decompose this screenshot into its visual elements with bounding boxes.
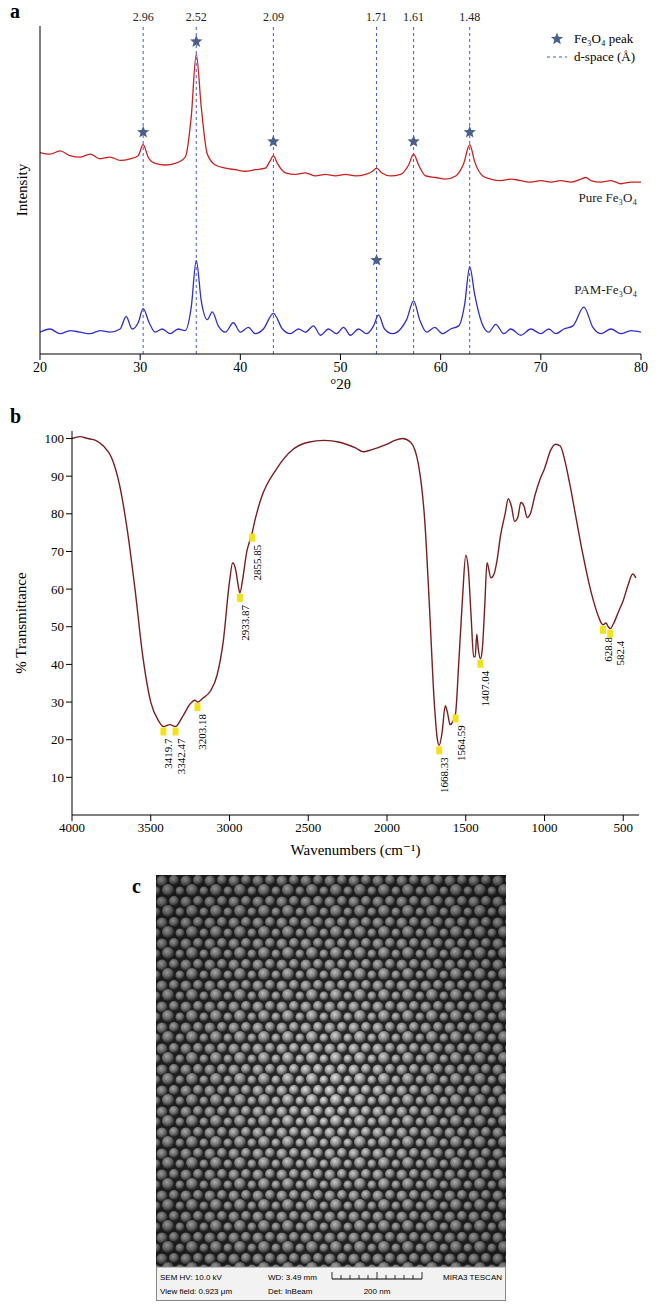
html-text:c: c <box>132 875 141 897</box>
svg-text:80: 80 <box>51 506 64 521</box>
html-text:Fe₃O₄ peak: Fe₃O₄ peak <box>574 31 634 46</box>
svg-text:4000: 4000 <box>59 820 85 835</box>
svg-text:200 nm: 200 nm <box>364 1287 391 1296</box>
html-text:Pure Fe₃O₄: Pure Fe₃O₄ <box>578 190 637 206</box>
svg-text:50: 50 <box>51 619 64 634</box>
svg-text:100: 100 <box>45 431 65 446</box>
html-text:°2θ: °2θ <box>330 376 351 392</box>
svg-text:628.8: 628.8 <box>602 636 614 661</box>
svg-text:40: 40 <box>233 360 247 375</box>
svg-text:30: 30 <box>51 695 64 710</box>
svg-text:MIRA3 TESCAN: MIRA3 TESCAN <box>443 1273 502 1282</box>
svg-text:2.96: 2.96 <box>133 10 154 24</box>
svg-text:500: 500 <box>614 820 634 835</box>
svg-text:1668.33: 1668.33 <box>438 757 450 793</box>
html-text:a: a <box>10 0 20 22</box>
svg-text:70: 70 <box>534 360 548 375</box>
svg-text:60: 60 <box>434 360 448 375</box>
svg-text:1500: 1500 <box>453 820 479 835</box>
svg-text:3419.7: 3419.7 <box>162 738 174 769</box>
svg-text:20: 20 <box>33 360 47 375</box>
svg-text:2933.87: 2933.87 <box>239 604 251 640</box>
svg-text:20: 20 <box>51 732 64 747</box>
html-text:d-space (Å): d-space (Å) <box>574 49 635 64</box>
svg-text:1000: 1000 <box>532 820 558 835</box>
svg-text:WD: 3.49 mm: WD: 3.49 mm <box>268 1273 317 1282</box>
svg-text:1.71: 1.71 <box>366 10 387 24</box>
html-text:Intensity: Intensity <box>13 163 30 217</box>
svg-text:2.09: 2.09 <box>263 10 284 24</box>
svg-text:70: 70 <box>51 544 64 559</box>
html-text:PAM-Fe₃O₄: PAM-Fe₃O₄ <box>574 282 637 298</box>
svg-text:3342.47: 3342.47 <box>175 738 187 774</box>
svg-text:60: 60 <box>51 582 64 597</box>
svg-text:View field: 0.923 μm: View field: 0.923 μm <box>160 1287 232 1296</box>
svg-text:3500: 3500 <box>138 820 164 835</box>
svg-text:80: 80 <box>634 360 648 375</box>
svg-text:1564.59: 1564.59 <box>455 725 467 761</box>
svg-text:582.4: 582.4 <box>614 640 626 665</box>
svg-text:50: 50 <box>334 360 348 375</box>
svg-text:SEM HV: 10.0 kV: SEM HV: 10.0 kV <box>160 1273 223 1282</box>
svg-text:2.52: 2.52 <box>186 10 207 24</box>
svg-text:40: 40 <box>51 657 64 672</box>
svg-text:1.61: 1.61 <box>403 10 424 24</box>
svg-text:3203.18: 3203.18 <box>196 714 208 750</box>
svg-text:Det: InBeam: Det: InBeam <box>268 1287 313 1296</box>
html-text:% Transmittance: % Transmittance <box>12 572 29 674</box>
svg-text:3000: 3000 <box>217 820 243 835</box>
html-text:Wavenumbers (cm⁻¹): Wavenumbers (cm⁻¹) <box>290 842 421 858</box>
svg-text:1407.04: 1407.04 <box>479 670 491 706</box>
svg-text:2500: 2500 <box>295 820 321 835</box>
svg-text:30: 30 <box>133 360 147 375</box>
svg-text:90: 90 <box>51 469 64 484</box>
svg-text:2855.85: 2855.85 <box>251 544 263 580</box>
svg-text:1.48: 1.48 <box>459 10 480 24</box>
svg-text:10: 10 <box>51 770 64 785</box>
html-text:b: b <box>10 405 22 427</box>
svg-text:2000: 2000 <box>374 820 400 835</box>
